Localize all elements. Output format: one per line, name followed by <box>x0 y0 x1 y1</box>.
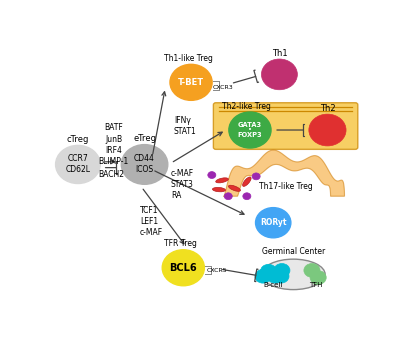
Circle shape <box>309 114 346 146</box>
Circle shape <box>252 173 260 180</box>
Text: •: • <box>248 127 252 133</box>
Text: BCL6: BCL6 <box>170 263 197 273</box>
Circle shape <box>273 269 289 283</box>
Circle shape <box>208 172 216 179</box>
Text: TFH: TFH <box>309 282 323 288</box>
Text: CCR7
CD62L: CCR7 CD62L <box>66 154 90 174</box>
Text: Th1-like Treg: Th1-like Treg <box>164 54 212 63</box>
Text: GATA3: GATA3 <box>238 122 262 128</box>
Circle shape <box>243 193 251 200</box>
Circle shape <box>255 269 271 283</box>
Ellipse shape <box>212 187 226 192</box>
Text: Th1: Th1 <box>272 49 287 58</box>
Circle shape <box>121 144 168 184</box>
Text: Th2: Th2 <box>320 104 335 113</box>
Circle shape <box>267 269 283 283</box>
Circle shape <box>310 271 326 284</box>
Circle shape <box>56 146 100 183</box>
Text: T-BET: T-BET <box>178 78 204 87</box>
Text: FOXP3: FOXP3 <box>238 132 262 138</box>
Text: BATF
JunB
IRF4
BLIMP-1: BATF JunB IRF4 BLIMP-1 <box>99 123 129 166</box>
Text: Germinal Center: Germinal Center <box>262 247 325 256</box>
Text: Th2-like Treg: Th2-like Treg <box>222 102 271 111</box>
Text: c-MAF
STAT3
RA: c-MAF STAT3 RA <box>171 169 194 200</box>
Circle shape <box>224 193 232 200</box>
Text: TFR Treg: TFR Treg <box>164 239 197 248</box>
Text: eTreg: eTreg <box>133 134 156 143</box>
Polygon shape <box>224 150 344 196</box>
Ellipse shape <box>216 178 228 183</box>
Circle shape <box>262 59 297 90</box>
Circle shape <box>229 112 271 148</box>
Circle shape <box>274 264 290 277</box>
Text: Th17-like Treg: Th17-like Treg <box>259 182 312 192</box>
Circle shape <box>162 250 204 286</box>
Ellipse shape <box>228 185 240 191</box>
Text: IFNγ
STAT1: IFNγ STAT1 <box>174 116 197 136</box>
Circle shape <box>304 264 320 277</box>
Text: BACH2: BACH2 <box>98 170 124 179</box>
Text: CD44
ICOS: CD44 ICOS <box>134 154 155 174</box>
Ellipse shape <box>242 177 251 186</box>
Text: RORyt: RORyt <box>260 218 286 227</box>
FancyBboxPatch shape <box>213 103 358 149</box>
Circle shape <box>170 64 212 100</box>
Circle shape <box>260 264 277 278</box>
Text: CXCR5: CXCR5 <box>207 268 228 273</box>
Text: CXCR3: CXCR3 <box>213 85 233 90</box>
Text: cTreg: cTreg <box>67 135 89 144</box>
Text: B-cell: B-cell <box>263 282 282 288</box>
Text: TCF1
LEF1
c-MAF: TCF1 LEF1 c-MAF <box>140 206 163 237</box>
Circle shape <box>256 208 291 238</box>
Ellipse shape <box>262 259 325 290</box>
